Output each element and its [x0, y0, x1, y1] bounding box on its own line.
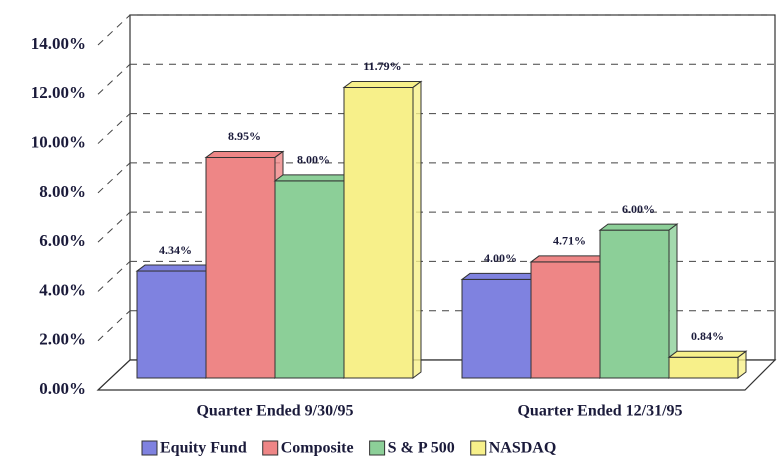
bar-top [529, 255, 610, 263]
bar [343, 86, 414, 379]
grid-line [97, 162, 131, 194]
data-label: 4.00% [484, 251, 517, 265]
bar [205, 156, 276, 379]
bar-top [273, 174, 354, 182]
y-tick-label: 0.00% [39, 379, 86, 398]
y-tick-label: 6.00% [39, 231, 86, 250]
data-label: 4.34% [159, 243, 192, 257]
x-tick-label: Quarter Ended 12/31/95 [517, 403, 682, 420]
data-label: 8.95% [228, 129, 261, 143]
bar-top [135, 264, 216, 272]
data-label: 11.79% [363, 59, 401, 73]
grid-line [97, 113, 131, 144]
data-label: 6.00% [622, 202, 655, 216]
x-tick-label: Quarter Ended 9/30/95 [196, 403, 353, 420]
data-label: 0.84% [691, 329, 724, 343]
bar [461, 278, 532, 379]
data-label: 8.00% [297, 153, 330, 167]
legend-label: S & P 500 [388, 440, 455, 457]
y-tick-label: 2.00% [39, 330, 86, 349]
y-tick-label: 4.00% [39, 280, 86, 299]
bar-top [204, 150, 285, 158]
grid-line [97, 14, 131, 46]
bar-top [342, 80, 423, 88]
grid-line [97, 211, 131, 243]
y-tick-label: 10.00% [31, 132, 86, 151]
bar-top [460, 272, 541, 280]
legend-swatch [369, 440, 386, 456]
bar [274, 180, 345, 379]
bar [599, 229, 670, 379]
legend-label: NASDAQ [489, 440, 557, 457]
y-tick-label: 8.00% [39, 182, 86, 201]
bar-top [667, 350, 748, 358]
legend-swatch [141, 440, 158, 456]
grid-line [97, 310, 131, 342]
y-tick-label: 14.00% [31, 34, 86, 53]
legend-swatch [262, 440, 279, 456]
bar-side [737, 350, 747, 379]
legend-label: Equity Fund [160, 440, 247, 457]
data-label: 4.71% [553, 234, 586, 248]
bar [668, 356, 739, 379]
bar [530, 261, 601, 379]
legend-label: Composite [281, 440, 354, 457]
bar-top [598, 223, 679, 231]
y-tick-label: 12.00% [31, 83, 86, 102]
grid-line [97, 63, 131, 95]
left-edge [97, 359, 131, 391]
legend-swatch [470, 440, 487, 456]
bar-side [412, 80, 422, 379]
bar [136, 270, 207, 379]
grid-line [97, 261, 131, 292]
